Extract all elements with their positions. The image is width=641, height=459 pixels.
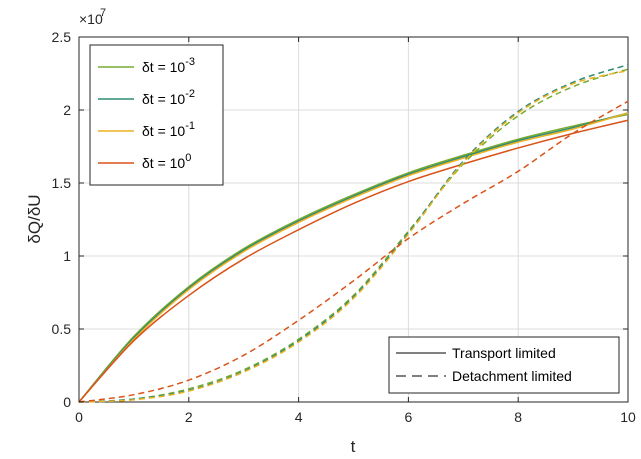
plot-frame xyxy=(78,36,629,403)
style-legend-box xyxy=(388,336,620,394)
color-legend-power: -2 xyxy=(185,88,195,100)
series-line-4 xyxy=(78,119,629,403)
y-axis-label: δQ/δU xyxy=(25,194,44,243)
color-legend-power: -3 xyxy=(185,56,195,68)
style-legend-label: Detachment limited xyxy=(452,368,572,384)
color-legend-label: δt = 10-3 xyxy=(142,56,195,75)
exponent-power: 7 xyxy=(100,7,106,19)
color-legend-label: δt = 10-2 xyxy=(142,88,195,107)
series-line-2 xyxy=(78,112,629,403)
color-legend-power: -1 xyxy=(185,120,195,132)
y-tick-label: 1.5 xyxy=(52,175,72,191)
ticks: 0 2 4 6 8 10 0 0.5 1 1.5 2 2.5 xyxy=(52,29,636,425)
lines xyxy=(78,64,629,403)
x-tick-label: 4 xyxy=(295,409,303,425)
series-line-8 xyxy=(78,100,629,403)
style-legend: Transport limited Detachment limited xyxy=(388,336,620,394)
color-legend-box xyxy=(89,44,224,186)
color-legend-label: δt = 100 xyxy=(142,152,191,171)
series-line-1 xyxy=(78,113,629,403)
x-tick-label: 8 xyxy=(514,409,522,425)
x-tick-label: 2 xyxy=(185,409,193,425)
y-tick-label: 2 xyxy=(63,102,71,118)
color-legend-label: δt = 10-1 xyxy=(142,120,195,139)
y-tick-label: 1 xyxy=(63,248,71,264)
axis-exponent: ×10 7 xyxy=(79,7,106,27)
style-legend-label: Transport limited xyxy=(452,345,556,361)
x-tick-label: 0 xyxy=(75,409,83,425)
series-line-3 xyxy=(78,112,629,403)
x-tick-label: 10 xyxy=(620,409,636,425)
color-legend: δt = 10-3 δt = 10-2 δt = 10-1 δt = 100 xyxy=(89,44,224,186)
y-tick-label: 2.5 xyxy=(52,29,72,45)
color-legend-power: 0 xyxy=(185,152,191,164)
y-tick-label: 0 xyxy=(63,394,71,410)
series-line-7 xyxy=(78,69,629,403)
x-axis-label: t xyxy=(351,437,356,456)
series-line-5 xyxy=(78,68,629,403)
y-tick-label: 0.5 xyxy=(52,321,72,337)
exponent-base: ×10 xyxy=(79,11,103,27)
x-tick-label: 6 xyxy=(405,409,413,425)
